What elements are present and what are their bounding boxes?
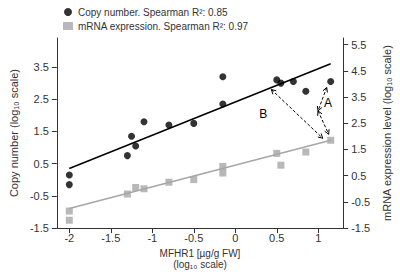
svg-text:Copy number (log₁₀ scale): Copy number (log₁₀ scale)	[8, 69, 20, 197]
svg-text:-1.5: -1.5	[101, 232, 120, 244]
svg-text:(log₁₀ scale): (log₁₀ scale)	[173, 259, 227, 270]
svg-text:mRNA expression. Spearman R²:: mRNA expression. Spearman R²: 0.97	[78, 21, 249, 32]
svg-text:B: B	[259, 107, 267, 121]
svg-text:0: 0	[232, 232, 238, 244]
svg-text:3.5: 3.5	[34, 61, 49, 73]
svg-text:-0.5: -0.5	[30, 190, 49, 202]
svg-text:1.5: 1.5	[351, 143, 366, 155]
svg-text:A: A	[324, 96, 332, 110]
svg-text:-1.5: -1.5	[351, 222, 370, 234]
svg-text:-1: -1	[147, 232, 157, 244]
svg-text:2.5: 2.5	[34, 93, 49, 105]
svg-text:-0.5: -0.5	[351, 196, 370, 208]
svg-text:-0.5: -0.5	[184, 232, 203, 244]
svg-text:0.5: 0.5	[351, 170, 366, 182]
svg-text:-1.5: -1.5	[30, 222, 49, 234]
svg-text:5.5: 5.5	[351, 39, 366, 51]
svg-text:1.5: 1.5	[34, 125, 49, 137]
svg-text:2.5: 2.5	[351, 117, 366, 129]
svg-text:Copy number. Spearman R²: 0.85: Copy number. Spearman R²: 0.85	[78, 7, 228, 18]
svg-text:3.5: 3.5	[351, 91, 366, 103]
svg-text:0.5: 0.5	[269, 232, 284, 244]
svg-text:1: 1	[315, 232, 321, 244]
svg-text:0.5: 0.5	[34, 158, 49, 170]
svg-text:mRNA expression level (log₁₀ s: mRNA expression level (log₁₀ scale)	[381, 45, 393, 221]
svg-text:MFHR1 [µg/g FW]: MFHR1 [µg/g FW]	[160, 248, 241, 259]
svg-text:-2: -2	[64, 232, 74, 244]
svg-text:4.5: 4.5	[351, 65, 366, 77]
